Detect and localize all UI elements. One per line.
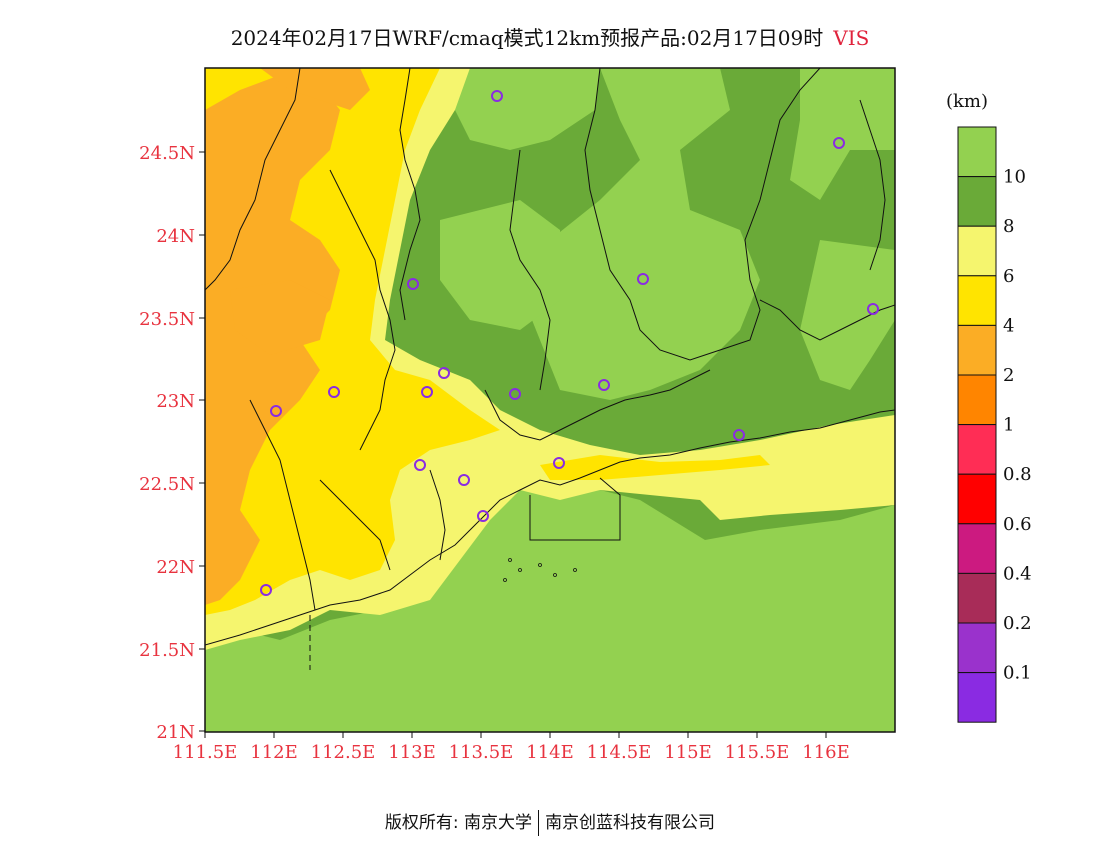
vis-gt10-land-ne bbox=[520, 68, 760, 400]
colorbar-label: 0.4 bbox=[1003, 563, 1032, 584]
vis-gt10-land-east bbox=[800, 240, 895, 390]
colorbar-box bbox=[957, 672, 997, 723]
station-marker bbox=[509, 388, 521, 400]
lat-label: 23N bbox=[156, 391, 195, 412]
lon-label: 114E bbox=[526, 742, 574, 763]
station-marker bbox=[458, 474, 470, 486]
footer-left: 版权所有: 南京大学 bbox=[384, 813, 533, 833]
lon-label: 116E bbox=[802, 742, 850, 763]
county-border-5 bbox=[484, 369, 711, 441]
coastline bbox=[205, 409, 895, 646]
colorbar-box bbox=[957, 126, 997, 178]
station-markers bbox=[260, 90, 879, 596]
lat-label: 23.5N bbox=[139, 309, 195, 330]
station-marker bbox=[407, 278, 419, 290]
station-marker bbox=[733, 429, 745, 441]
lat-labels: 24.5N 24N 23.5N 23N 22.5N 22N 21.5N 21N bbox=[139, 143, 195, 743]
station-marker bbox=[270, 405, 282, 417]
footer-separator bbox=[538, 810, 540, 836]
lat-label: 24.5N bbox=[139, 143, 195, 164]
lon-label: 113.5E bbox=[449, 742, 514, 763]
visibility-field bbox=[205, 68, 895, 732]
lat-label: 21N bbox=[156, 722, 195, 743]
vis-2-4-north bbox=[260, 68, 370, 110]
lon-label: 112.5E bbox=[311, 742, 376, 763]
colorbar-box bbox=[957, 324, 997, 376]
lat-label: 22.5N bbox=[139, 474, 195, 495]
footer-right: 南京创蓝科技有限公司 bbox=[545, 813, 716, 833]
colorbar-box bbox=[957, 225, 997, 277]
boundary-lines bbox=[205, 68, 895, 670]
lon-labels: 111.5E 112E 112.5E 113E 113.5E 114E 114.… bbox=[173, 742, 850, 763]
station-marker bbox=[421, 386, 433, 398]
colorbar-label: 6 bbox=[1003, 266, 1014, 287]
colorbar-box bbox=[957, 523, 997, 574]
colorbar-label: 4 bbox=[1003, 315, 1014, 336]
lat-label: 21.5N bbox=[139, 640, 195, 661]
colorbar-label: 0.6 bbox=[1003, 514, 1032, 535]
lat-ticks bbox=[199, 151, 205, 732]
station-marker bbox=[553, 457, 565, 469]
lon-label: 113E bbox=[388, 742, 436, 763]
station-marker bbox=[867, 303, 879, 315]
colorbar-unit: (km) bbox=[946, 91, 988, 112]
station-marker bbox=[260, 584, 272, 596]
station-marker bbox=[328, 386, 340, 398]
colorbar-labels: 10 8 6 4 2 1 0.8 0.6 0.4 0.2 0.1 bbox=[1003, 167, 1032, 684]
county-border-1 bbox=[329, 169, 396, 451]
station-marker bbox=[438, 367, 450, 379]
lat-label: 24N bbox=[156, 226, 195, 247]
colorbar-box bbox=[957, 572, 997, 624]
vis-gt10-land-nn bbox=[455, 68, 600, 150]
county-border-10 bbox=[249, 399, 316, 611]
colorbar: (km) 10 8 6 4 2 1 0.8 0.6 0.4 0.2 0.1 bbox=[946, 91, 1032, 723]
county-border-4 bbox=[584, 68, 821, 361]
colorbar-label: 8 bbox=[1003, 216, 1014, 237]
hk-shenzhen-box bbox=[529, 477, 621, 541]
footer: 版权所有: 南京大学 南京创蓝科技有限公司 bbox=[0, 808, 1100, 838]
lon-label: 115E bbox=[664, 742, 712, 763]
lon-label: 111.5E bbox=[173, 742, 238, 763]
colorbar-label: 0.1 bbox=[1003, 663, 1032, 684]
chart-title: 2024年02月17日WRF/cmaq模式12km预报产品:02月17日09时 V… bbox=[0, 22, 1100, 52]
title-variable: VIS bbox=[833, 26, 870, 50]
lon-label: 112E bbox=[250, 742, 298, 763]
title-main: 2024年02月17日WRF/cmaq模式12km预报产品:02月17日09时 bbox=[230, 26, 824, 50]
vis-2-4-mid bbox=[230, 280, 330, 355]
colorbar-box bbox=[957, 473, 997, 525]
station-marker bbox=[598, 379, 610, 391]
lon-ticks bbox=[204, 732, 827, 738]
station-marker bbox=[414, 459, 426, 471]
colorbar-label: 10 bbox=[1003, 167, 1026, 188]
islands bbox=[503, 558, 577, 582]
vis-gt10-land-far-ne bbox=[790, 68, 895, 200]
county-border-8 bbox=[429, 469, 446, 561]
lon-label: 114.5E bbox=[587, 742, 652, 763]
station-marker bbox=[637, 273, 649, 285]
colorbar-box bbox=[957, 176, 997, 227]
county-border-3 bbox=[509, 149, 551, 391]
colorbar-label: 1 bbox=[1003, 415, 1014, 436]
colorbar-label: 2 bbox=[1003, 365, 1014, 386]
vis-4-6-coast-east bbox=[540, 455, 770, 480]
colorbar-label: 0.2 bbox=[1003, 613, 1032, 634]
colorbar-label: 0.8 bbox=[1003, 464, 1032, 485]
province-border-west bbox=[205, 68, 301, 291]
lat-label: 22N bbox=[156, 557, 195, 578]
colorbar-boxes bbox=[957, 126, 997, 723]
colorbar-box bbox=[957, 622, 997, 674]
colorbar-box bbox=[957, 374, 997, 426]
colorbar-box bbox=[957, 275, 997, 326]
county-border-9 bbox=[319, 479, 391, 571]
station-marker bbox=[491, 90, 503, 102]
station-marker bbox=[477, 510, 489, 522]
vis-gt10-land-center bbox=[440, 200, 560, 330]
colorbar-box bbox=[957, 424, 997, 475]
lon-label: 115.5E bbox=[725, 742, 790, 763]
station-marker bbox=[833, 137, 845, 149]
county-border-2 bbox=[399, 68, 421, 321]
county-border-7 bbox=[859, 99, 886, 271]
